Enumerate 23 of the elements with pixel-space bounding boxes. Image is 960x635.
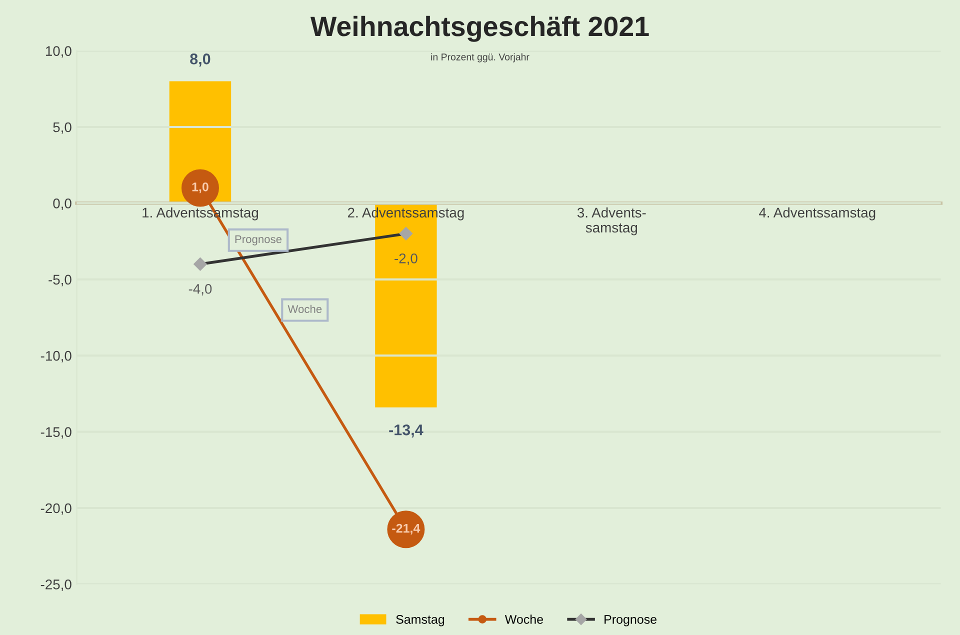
y-tick-label: 0,0 (53, 198, 72, 210)
y-tick-label: 10,0 (46, 46, 72, 58)
data-label: -21,4 (392, 524, 420, 535)
data-label: 1,0 (192, 182, 208, 194)
y-tick-label: -5,0 (48, 274, 72, 286)
x-tick-label: 4. Adventssamstag (759, 207, 876, 220)
annotation: Prognose (235, 235, 282, 246)
data-label: -4,0 (188, 284, 212, 296)
chart-subtitle: in Prozent ggü. Vorjahr (431, 53, 530, 62)
data-label: -13,4 (389, 424, 424, 438)
y-tick-label: -25,0 (40, 580, 72, 592)
y-tick-label: -15,0 (40, 427, 72, 439)
x-tick-label: 3. Advents- samstag (577, 207, 646, 236)
legend-label: Samstag (396, 614, 444, 626)
data-label: -2,0 (394, 253, 418, 265)
legend-label: Woche (504, 614, 543, 624)
annotation: Woche (288, 304, 322, 314)
chart-title: Weihnachtsgeschäft 2021 (310, 16, 649, 42)
data-label: 8,0 (190, 54, 210, 67)
y-tick-label: -10,0 (40, 350, 72, 362)
y-tick-label: -20,0 (40, 503, 72, 515)
y-tick-label: 5,0 (53, 122, 72, 134)
legend-label: Prognose (604, 615, 657, 626)
